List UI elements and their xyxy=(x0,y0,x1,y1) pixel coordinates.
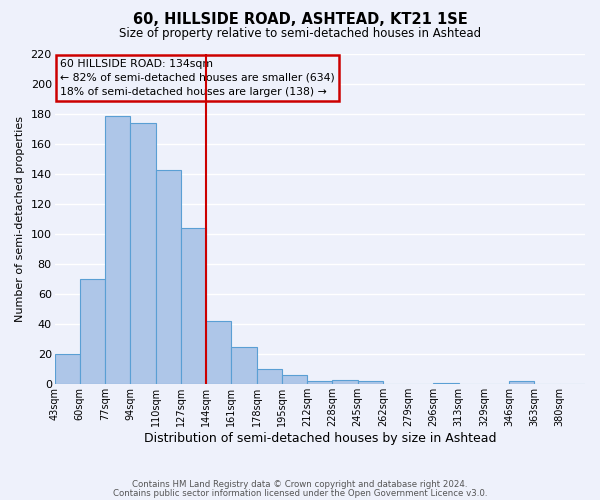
Bar xyxy=(282,376,307,384)
Text: Contains public sector information licensed under the Open Government Licence v3: Contains public sector information licen… xyxy=(113,489,487,498)
Bar xyxy=(509,382,535,384)
Bar xyxy=(80,279,105,384)
Bar xyxy=(307,382,332,384)
Bar xyxy=(206,321,232,384)
Text: Contains HM Land Registry data © Crown copyright and database right 2024.: Contains HM Land Registry data © Crown c… xyxy=(132,480,468,489)
Bar xyxy=(130,123,155,384)
Bar xyxy=(181,228,206,384)
X-axis label: Distribution of semi-detached houses by size in Ashtead: Distribution of semi-detached houses by … xyxy=(143,432,496,445)
Text: Size of property relative to semi-detached houses in Ashtead: Size of property relative to semi-detach… xyxy=(119,28,481,40)
Bar xyxy=(433,383,459,384)
Bar xyxy=(332,380,358,384)
Bar xyxy=(55,354,80,384)
Bar xyxy=(232,347,257,385)
Text: 60 HILLSIDE ROAD: 134sqm
← 82% of semi-detached houses are smaller (634)
18% of : 60 HILLSIDE ROAD: 134sqm ← 82% of semi-d… xyxy=(60,59,335,97)
Bar xyxy=(257,370,282,384)
Text: 60, HILLSIDE ROAD, ASHTEAD, KT21 1SE: 60, HILLSIDE ROAD, ASHTEAD, KT21 1SE xyxy=(133,12,467,28)
Bar xyxy=(155,170,181,384)
Bar xyxy=(358,382,383,384)
Y-axis label: Number of semi-detached properties: Number of semi-detached properties xyxy=(15,116,25,322)
Bar xyxy=(105,116,130,384)
